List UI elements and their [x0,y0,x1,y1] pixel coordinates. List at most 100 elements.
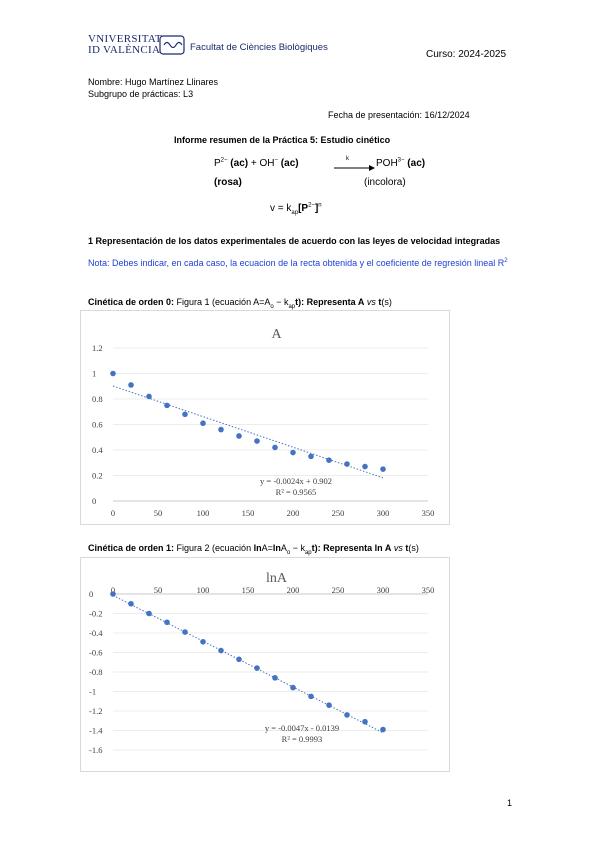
reactant-p-charge: 2− [220,157,228,164]
rate-constant-label: k [346,156,349,162]
data-point [344,712,350,718]
data-point [164,402,170,409]
fig2-caption-bold2: ln A [374,543,392,553]
figure2-caption: Cinética de orden 1: Figura 2 (ecuación … [88,543,419,556]
data-point [344,461,350,467]
trendline [112,385,384,479]
fig2-caption-text5: vs [391,543,406,553]
fig2-caption-text2b: A [280,543,287,553]
data-point [254,438,260,444]
data-point [200,638,206,645]
r-squared-label: R² = 0.9993 [282,734,323,744]
data-point [110,591,116,597]
fig1-caption-text3: t): Representa [295,297,358,307]
r-squared-label: R² = 0.9565 [276,487,317,497]
reactant-oh-state: (ac) [280,158,299,169]
chart-frame [80,557,450,772]
data-point [164,619,170,626]
fig1-caption-text4: vs [364,297,379,307]
rate-law: v = kap[P2−]n [270,203,322,216]
data-point [326,457,332,463]
data-point [218,426,224,433]
data-point [308,693,314,700]
report-title: Informe resumen de la Práctica 5: Estudi… [174,135,391,145]
data-point [182,629,188,635]
reaction-product: POH3− (ac) [376,158,425,169]
product-charge: 3− [397,157,405,164]
y-tick-label: 0 [92,496,96,506]
page-number: 1 [507,798,513,808]
fig1-caption-bold: Cinética de orden 0: [88,297,175,307]
y-tick-label: -1.4 [89,726,103,736]
fig1-caption-sub0: o [270,303,274,310]
data-point [290,684,296,691]
fig1-caption-text1: Figura 1 (ecuación A=A [174,297,271,307]
x-tick-label: 100 [197,585,210,595]
y-tick-label: 0.2 [92,471,103,481]
chart-figure1: A 0 0.2 0.4 0.6 0.8 1 1.2 0 50 100 150 200 250 300 350 y… [80,310,450,525]
fig2-caption-bold1b: ln [272,543,281,553]
faculty-name: Facultat de Ciències Biològiques [190,42,328,53]
reactant-oh-charge: − [274,157,279,164]
student-name: Nombre: Hugo Martínez Llinares [88,77,219,87]
y-tick-label: 1 [92,369,96,379]
section-note-sup: 2 [504,258,508,264]
y-tick-label: -1.2 [89,706,102,716]
y-tick-label: 0 [89,589,93,599]
reaction-equation: P2− (ac) + OH− (ac) [214,158,299,169]
section-note-text: Nota: Debes indicar, en cada caso, la ec… [88,258,505,268]
fig2-caption-text2: A= [261,543,273,553]
university-logo: VNIVERSITAT ID VALÈNCIA [88,34,162,56]
data-point [362,718,368,725]
university-emblem-icon [159,35,185,55]
data-point [200,420,206,427]
data-point [218,647,224,654]
data-point [326,702,332,708]
fig1-caption-text2: − k [273,297,289,307]
fig2-caption-text3: − k [290,543,305,553]
rate-law-sub: ap [291,210,299,216]
fig2-caption-bold3: t [405,543,409,553]
x-tick-label: 200 [287,585,300,595]
y-tick-label: -1 [89,687,96,697]
data-point [110,370,116,377]
fig1-caption-sub1: ap [288,303,296,310]
chart-frame [80,310,450,525]
data-point [308,453,314,460]
data-point [380,726,386,733]
x-tick-label: 150 [242,508,255,518]
reactant-oh: + OH [250,158,275,169]
y-tick-label: 1.2 [92,343,103,353]
x-tick-label: 300 [377,508,390,518]
data-point [128,600,134,607]
data-point [236,656,242,663]
fig1-caption-text5: (s) [381,297,392,307]
data-point [146,610,152,617]
rate-law-lhs: v = k [270,203,292,214]
section-note: Nota: Debes indicar, en cada caso, la ec… [88,258,508,269]
reaction-arrow-icon [334,165,375,171]
trendline-equation: y = -0.0047x - 0.0139 [265,723,339,733]
fig2-caption-sub0: o [286,549,291,556]
fig2-caption-text6: (s) [408,543,419,553]
fig1-caption-bold3: t [378,297,382,307]
product-color: (incolora) [364,177,406,188]
y-tick-label: -0.4 [89,628,103,638]
fig2-caption-sub1: ap [304,549,312,556]
rate-law-close: ] [314,203,319,214]
data-point [146,393,152,400]
x-tick-label: 0 [111,508,115,518]
data-point [380,466,386,472]
university-name-line2: ID VALÈNCIA [88,44,161,56]
chart-title: A [271,327,282,342]
fig2-caption-bold1: ln [253,543,262,553]
section-heading: 1 Representación de los datos experiment… [88,236,501,246]
x-tick-label: 250 [332,585,345,595]
reactant-p-state: (ac) [230,158,249,169]
data-point [254,665,260,671]
data-point [290,449,296,456]
reactant-p: P [214,158,221,169]
y-tick-label: 0.6 [92,420,103,430]
fig2-caption-text4: t): Representa [311,543,375,553]
x-tick-label: 250 [332,508,345,518]
